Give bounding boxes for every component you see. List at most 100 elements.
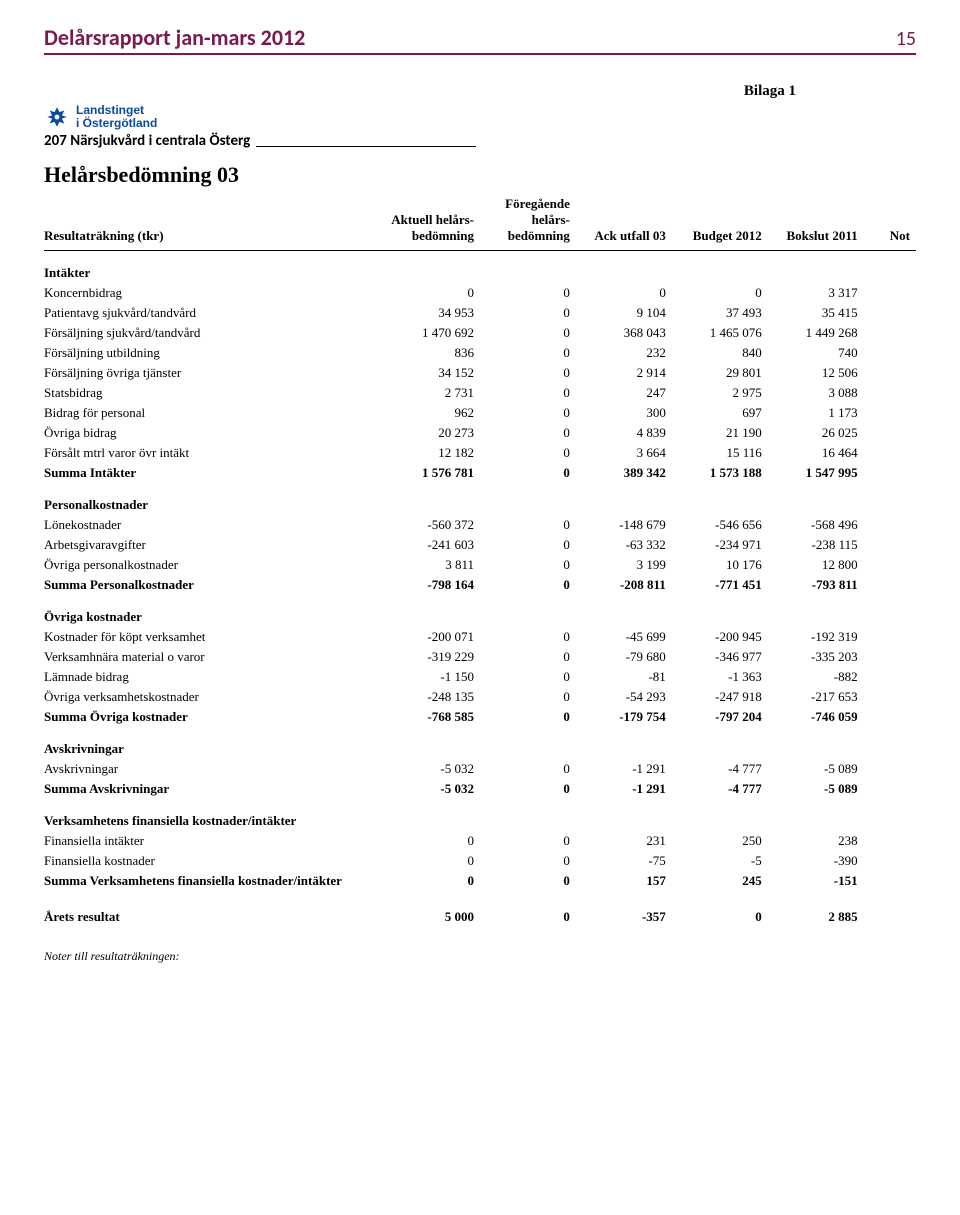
cell-value: 1 465 076 — [672, 323, 768, 343]
table-row: Finansiella intäkter00231250238 — [44, 831, 916, 851]
cell-value: 0 — [480, 303, 576, 323]
cell-value: 232 — [576, 343, 672, 363]
row-label: Försålt mtrl varor övr intäkt — [44, 443, 384, 463]
cell-value — [768, 251, 864, 284]
cell-value: 0 — [480, 647, 576, 667]
row-label: Övriga kostnader — [44, 595, 384, 627]
cell-value: -179 754 — [576, 707, 672, 727]
cell-value: -151 — [768, 871, 864, 891]
cell-value: -208 811 — [576, 575, 672, 595]
cell-value: -79 680 — [576, 647, 672, 667]
cell-value — [576, 727, 672, 759]
cell-not — [864, 727, 916, 759]
row-label: Finansiella intäkter — [44, 831, 384, 851]
cell-value — [384, 251, 480, 284]
cell-value: -5 089 — [768, 779, 864, 799]
cell-value: -4 777 — [672, 779, 768, 799]
cell-value — [768, 595, 864, 627]
cell-value — [480, 251, 576, 284]
cell-value: 1 173 — [768, 403, 864, 423]
row-label: Summa Intäkter — [44, 463, 384, 483]
table-row: Lönekostnader-560 3720-148 679-546 656-5… — [44, 515, 916, 535]
cell-value: 0 — [384, 283, 480, 303]
cell-value — [768, 483, 864, 515]
cell-value: 0 — [480, 423, 576, 443]
cell-value: 247 — [576, 383, 672, 403]
cell-value: 12 800 — [768, 555, 864, 575]
cell-not — [864, 759, 916, 779]
cell-value: -882 — [768, 667, 864, 687]
cell-not — [864, 707, 916, 727]
cell-value: 0 — [384, 871, 480, 891]
cell-value: 0 — [480, 535, 576, 555]
cell-value: -5 032 — [384, 779, 480, 799]
logo-text: Landstinget i Östergötland — [76, 104, 157, 129]
cell-value: 1 470 692 — [384, 323, 480, 343]
cell-value: 21 190 — [672, 423, 768, 443]
cell-not — [864, 403, 916, 423]
cell-value: -746 059 — [768, 707, 864, 727]
cell-value: 20 273 — [384, 423, 480, 443]
cell-value — [384, 595, 480, 627]
row-label: Försäljning övriga tjänster — [44, 363, 384, 383]
cell-value: -5 — [672, 851, 768, 871]
col-budget: Budget 2012 — [672, 194, 768, 251]
footnote: Noter till resultaträkningen: — [44, 949, 916, 964]
cell-value: 0 — [480, 575, 576, 595]
cell-value: -148 679 — [576, 515, 672, 535]
cell-value: 231 — [576, 831, 672, 851]
cell-value: -234 971 — [672, 535, 768, 555]
table-row: Arbetsgivaravgifter-241 6030-63 332-234 … — [44, 535, 916, 555]
table-row: Övriga kostnader — [44, 595, 916, 627]
cell-value: 836 — [384, 343, 480, 363]
row-label: Verksamhnära material o varor — [44, 647, 384, 667]
cell-value: 2 885 — [768, 891, 864, 927]
cell-value: 3 811 — [384, 555, 480, 575]
cell-not — [864, 363, 916, 383]
cell-value: -793 811 — [768, 575, 864, 595]
table-row: Koncernbidrag00003 317 — [44, 283, 916, 303]
cell-not — [864, 443, 916, 463]
cell-value: 0 — [480, 871, 576, 891]
cell-value: 250 — [672, 831, 768, 851]
table-row: Verksamhnära material o varor-319 2290-7… — [44, 647, 916, 667]
cell-value: 0 — [480, 443, 576, 463]
cell-value — [384, 483, 480, 515]
cell-value: -335 203 — [768, 647, 864, 667]
cell-not — [864, 779, 916, 799]
cell-value: 0 — [480, 515, 576, 535]
cell-value: 368 043 — [576, 323, 672, 343]
cell-value: -357 — [576, 891, 672, 927]
cell-value — [576, 595, 672, 627]
cell-value: 37 493 — [672, 303, 768, 323]
org-unit-row: 207 Närsjukvård i centrala Österg — [44, 132, 916, 150]
org-unit: 207 Närsjukvård i centrala Österg — [44, 132, 250, 150]
col-ack: Ack utfall 03 — [576, 194, 672, 251]
row-label: Försäljning sjukvård/tandvård — [44, 323, 384, 343]
cell-value: 157 — [576, 871, 672, 891]
cell-value: -238 115 — [768, 535, 864, 555]
cell-value: 0 — [480, 383, 576, 403]
cell-value: 0 — [480, 343, 576, 363]
row-label: Avskrivningar — [44, 759, 384, 779]
row-label: Koncernbidrag — [44, 283, 384, 303]
cell-value: -346 977 — [672, 647, 768, 667]
cell-value: 840 — [672, 343, 768, 363]
table-row: Avskrivningar — [44, 727, 916, 759]
table-row: Försäljning utbildning8360232840740 — [44, 343, 916, 363]
cell-not — [864, 283, 916, 303]
cell-value — [480, 483, 576, 515]
cell-value — [480, 595, 576, 627]
cell-not — [864, 323, 916, 343]
cell-value: 0 — [480, 779, 576, 799]
cell-value: 2 975 — [672, 383, 768, 403]
cell-value: 12 182 — [384, 443, 480, 463]
cell-value: -247 918 — [672, 687, 768, 707]
cell-value — [672, 799, 768, 831]
cell-value: -768 585 — [384, 707, 480, 727]
cell-value: -568 496 — [768, 515, 864, 535]
cell-not — [864, 575, 916, 595]
cell-not — [864, 555, 916, 575]
table-body: IntäkterKoncernbidrag00003 317Patientavg… — [44, 251, 916, 928]
cell-not — [864, 871, 916, 891]
